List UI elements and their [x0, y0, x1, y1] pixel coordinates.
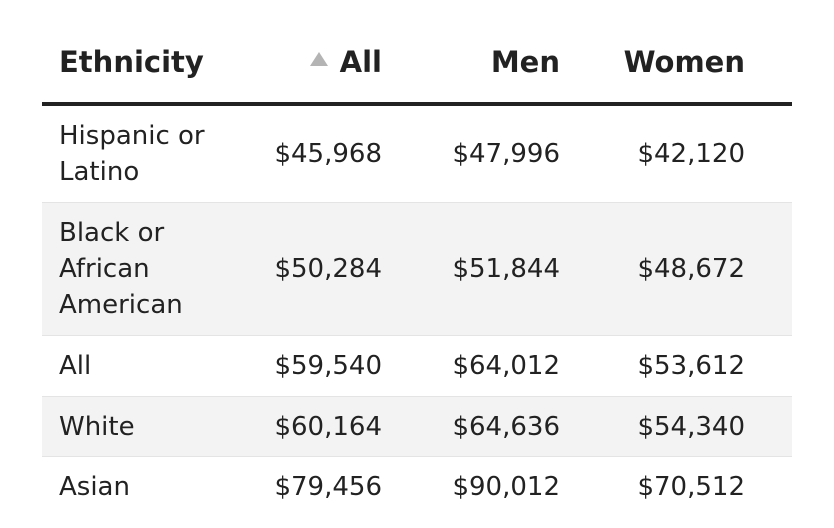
cell-women: $53,612 [560, 335, 792, 397]
cell-women: $42,120 [560, 104, 792, 203]
column-header-label: Ethnicity [59, 45, 204, 79]
cell-ethnicity: All [42, 335, 230, 397]
cell-women: $70,512 [637, 472, 745, 502]
table-row: All $59,540 $64,012 $53,612 [42, 335, 792, 397]
table-header-row: Ethnicity All Men Women [42, 22, 792, 106]
column-header-label: All [339, 45, 382, 79]
cell-all: $59,540 [230, 335, 382, 397]
cell-all: $50,284 [230, 202, 382, 336]
column-header-label: Men [490, 45, 560, 79]
cell-ethnicity: Asian [59, 472, 130, 502]
column-header-label: Women [623, 45, 745, 79]
table-row: Black or African American $50,284 $51,84… [42, 202, 792, 336]
cell-women: $54,340 [560, 396, 792, 457]
cell-ethnicity: Black or African American [42, 202, 230, 336]
cell-men: $64,012 [382, 335, 560, 397]
column-header-men[interactable]: Men [382, 22, 560, 106]
table-row: White $60,164 $64,636 $54,340 [42, 396, 792, 457]
column-header-ethnicity[interactable]: Ethnicity [42, 22, 230, 106]
cell-men: $47,996 [382, 104, 560, 203]
income-table-container: Ethnicity All Men Women Hispanic or Lati… [42, 22, 792, 517]
cell-ethnicity: Hispanic or Latino [42, 104, 230, 203]
cell-all: $60,164 [230, 396, 382, 457]
column-header-all[interactable]: All [230, 22, 382, 106]
cell-all: $45,968 [230, 104, 382, 203]
table-row: Hispanic or Latino $45,968 $47,996 $42,1… [42, 104, 792, 203]
cell-men: $51,844 [382, 202, 560, 336]
cell-men: $64,636 [382, 396, 560, 457]
cell-women: $48,672 [560, 202, 792, 336]
table-row: Asian $79,456 $90,012 $70,512 [42, 457, 792, 518]
column-header-women[interactable]: Women [560, 22, 792, 106]
cell-men: $90,012 [452, 472, 560, 502]
sort-ascending-icon [309, 52, 328, 66]
income-table: Ethnicity All Men Women Hispanic or Lati… [42, 22, 792, 517]
cell-all: $79,456 [274, 472, 382, 502]
cell-ethnicity: White [42, 396, 230, 457]
